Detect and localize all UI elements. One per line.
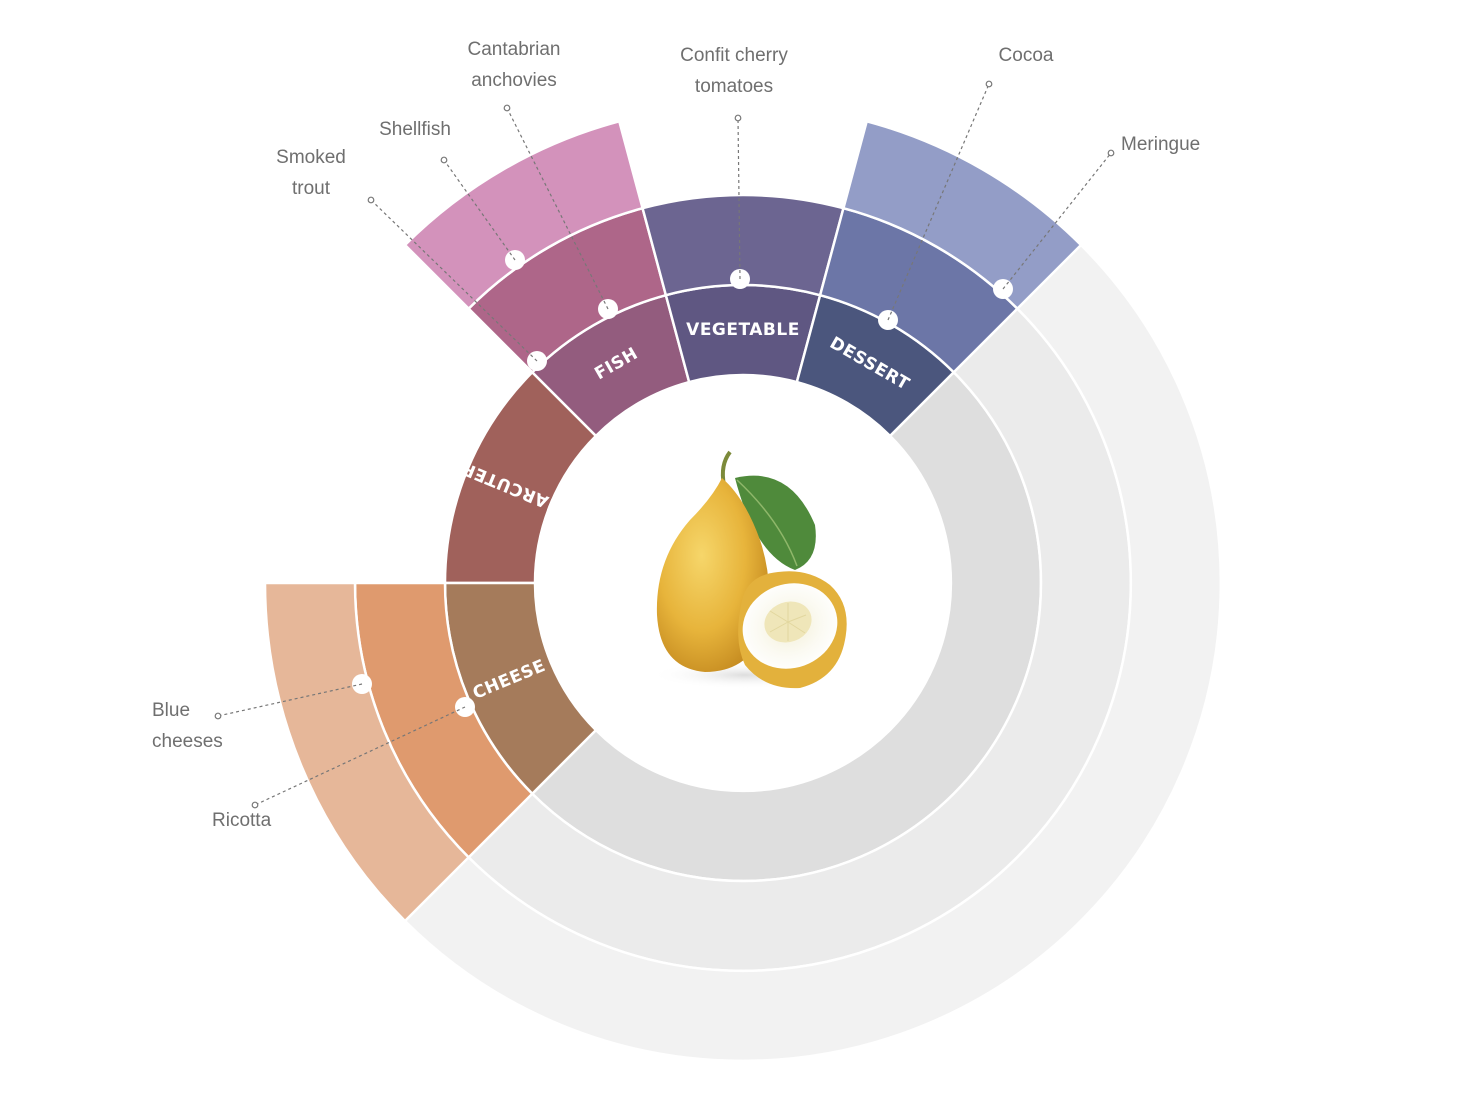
leader-line: [737, 117, 741, 280]
pairing-label-line: Blue: [152, 700, 190, 721]
fish-ring-3-segment[interactable]: [403, 119, 645, 311]
pairing-label-line: Ricotta: [212, 810, 272, 831]
leader-end-dot: [1107, 149, 1115, 157]
inactive-ring-segments: [355, 243, 1223, 1063]
leader-line: [370, 199, 538, 362]
pairing-label: Cantabrian anchovies: [468, 39, 561, 91]
leader-line: [1002, 152, 1112, 290]
callout-cantabrian-anchovies[interactable]: Cantabrian anchovies: [468, 39, 618, 319]
leader-line: [217, 683, 363, 717]
leader-end-dot: [251, 801, 259, 809]
pairing-label-line: Cocoa: [999, 45, 1054, 66]
vegetable-ring-2-segment[interactable]: [641, 193, 845, 297]
callout-smoked-trout[interactable]: Smoked trout: [276, 147, 547, 371]
callout-confit-cherry-tomatoes[interactable]: Confit cherry tomatoes: [680, 45, 788, 289]
active-ring-segments: [263, 119, 1083, 923]
charcuterie-ring-2-empty: [355, 308, 533, 583]
callout-cocoa[interactable]: Cocoa: [878, 45, 1054, 330]
leader-line: [443, 159, 516, 261]
pairing-label: Confit cherry tomatoes: [680, 45, 788, 97]
callout-shellfish[interactable]: Shellfish: [379, 119, 525, 270]
leader-end-dot: [734, 114, 742, 122]
inactive-ring-3-segment: [403, 243, 1223, 1063]
pairing-label: Cocoa: [999, 45, 1054, 66]
pairing-label-line: Meringue: [1121, 134, 1200, 155]
pairing-label-line: Cantabrian: [468, 39, 561, 60]
leader-line: [254, 706, 466, 806]
category-label-vegetable: VEGETABLE: [686, 320, 800, 340]
pairing-label: Shellfish: [379, 119, 451, 140]
callout-meringue[interactable]: Meringue: [993, 134, 1200, 299]
pairing-label-line: tomatoes: [695, 76, 773, 97]
pairing-label-line: anchovies: [471, 70, 557, 91]
pairing-label-line: Shellfish: [379, 119, 451, 140]
pairing-label: Ricotta: [212, 810, 272, 831]
leader-end-dot: [985, 80, 993, 88]
dessert-ring-3-segment[interactable]: [841, 119, 1083, 311]
pairing-label-line: Smoked: [276, 147, 346, 168]
leader-end-dot: [440, 156, 448, 164]
leader-line: [506, 107, 609, 310]
leader-end-dot: [214, 712, 222, 720]
pairing-label-line: trout: [292, 178, 331, 199]
callout-ricotta[interactable]: Ricotta: [212, 697, 475, 831]
citron-fruit-image: [650, 450, 847, 689]
leader-line: [887, 83, 990, 321]
pairing-label: Smoked trout: [276, 147, 346, 199]
leader-end-dot: [367, 196, 375, 204]
leader-end-dot: [503, 104, 511, 112]
pairing-label-line: Confit cherry: [680, 45, 788, 66]
cheese-ring-3-segment[interactable]: [263, 581, 471, 923]
pairing-label: Meringue: [1121, 134, 1200, 155]
pairing-label: Blue cheeses: [152, 700, 223, 752]
callout-blue-cheeses[interactable]: Blue cheeses: [152, 674, 372, 752]
pairing-label-line: cheeses: [152, 731, 223, 752]
